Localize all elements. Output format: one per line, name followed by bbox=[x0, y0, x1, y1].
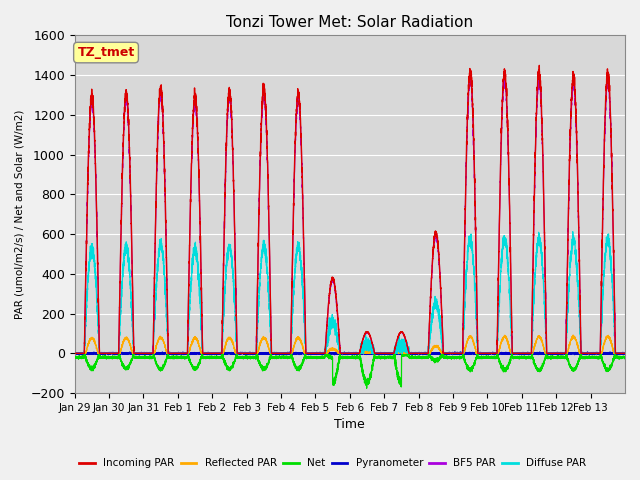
Text: TZ_tmet: TZ_tmet bbox=[77, 46, 134, 59]
Title: Tonzi Tower Met: Solar Radiation: Tonzi Tower Met: Solar Radiation bbox=[227, 15, 474, 30]
Legend: Incoming PAR, Reflected PAR, Net, Pyranometer, BF5 PAR, Diffuse PAR: Incoming PAR, Reflected PAR, Net, Pyrano… bbox=[75, 454, 591, 472]
Y-axis label: PAR (umol/m2/s) / Net and Solar (W/m2): PAR (umol/m2/s) / Net and Solar (W/m2) bbox=[15, 109, 25, 319]
X-axis label: Time: Time bbox=[335, 419, 365, 432]
